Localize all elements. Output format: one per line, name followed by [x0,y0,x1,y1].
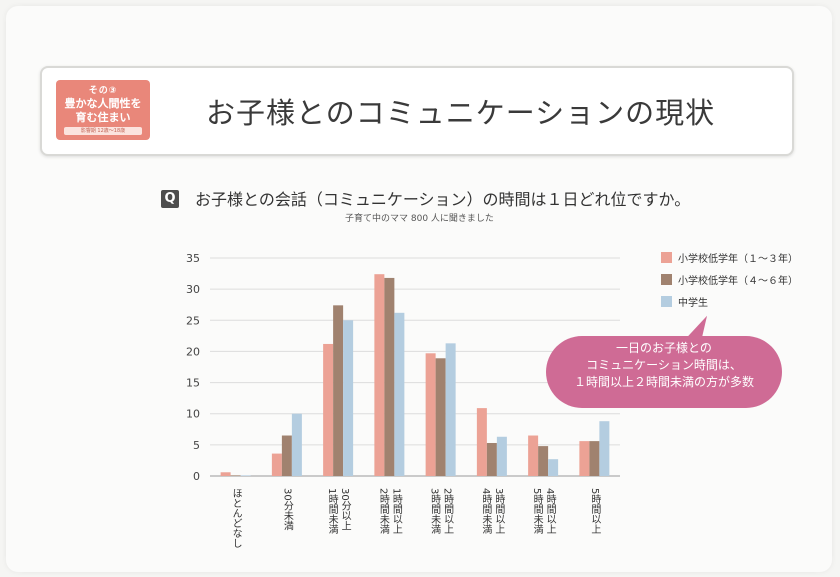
callout-bubble: 一日のお子様との コミュニケーション時間は、 １時間以上２時間未満の方が多数 [546,336,782,408]
bar [599,421,610,476]
x-tick-label: 30分以上 [339,488,351,531]
y-tick-label: 20 [186,345,200,358]
legend: 小学校低学年（１〜３年） 小学校低学年（４〜６年） 中学生 [661,252,798,309]
legend-label: 小学校低学年（１〜３年） [678,252,798,265]
callout-line1: 一日のお子様との [616,341,712,355]
x-tick-label: 1時間未満 [326,488,338,535]
bar [333,305,344,476]
bar [528,435,539,476]
y-tick-label: 5 [193,439,200,452]
x-tick-label: ほとんどなし [230,488,242,548]
question-icon: Q [161,190,179,208]
y-tick-label: 25 [186,314,200,327]
bar [384,277,395,476]
legend-label: 中学生 [678,296,708,309]
x-tick-label: 2時間以上 [442,488,454,534]
badge-age-range: 影響期 12歳〜18歳 [64,127,142,135]
x-tick-label: 30分未満 [281,488,293,532]
y-tick-label: 0 [193,470,200,483]
bar [548,459,559,476]
badge-title-line1: 豊かな人間性を [64,97,142,110]
x-tick-label: 3時間以上 [493,488,505,534]
legend-swatch [661,252,672,263]
y-axis-ticks: 0 5 10 15 20 25 30 35 [186,252,200,483]
bar [220,472,231,476]
section-badge: その③ 豊かな人間性を 育む住まい 影響期 12歳〜18歳 [56,80,150,140]
badge-number: その③ [88,86,118,96]
y-tick-label: 10 [186,408,200,421]
callout-line3: １時間以上２時間未満の方が多数 [573,375,754,389]
x-tick-label: 3時間未満 [429,488,441,535]
x-tick-label: 5時間以上 [589,488,601,534]
y-tick-label: 30 [186,283,200,296]
question-text: お子様との会話（コミュニケーション）の時間は１日どれ位ですか。 [195,190,691,209]
page-title: お子様とのコミュニケーションの現状 [206,96,716,130]
bar [281,435,292,476]
bar [291,413,302,476]
bar [230,475,241,476]
bar [579,441,590,476]
bar [496,436,507,476]
bar [445,343,456,476]
header-panel: その③ 豊かな人間性を 育む住まい 影響期 12歳〜18歳 お子様とのコミュニケ… [40,66,794,156]
bar [589,441,600,476]
bars [220,274,610,476]
bar [425,353,436,476]
y-tick-label: 15 [186,377,200,390]
bar [323,343,334,476]
callout-line2: コミュニケーション時間は、 [586,358,742,372]
bar [240,475,251,476]
bar [538,446,549,476]
x-tick-label: 4時間以上 [544,488,556,534]
x-tick-label: 5時間未満 [531,488,543,535]
x-tick-label: 2時間未満 [377,488,389,535]
bar [374,274,385,476]
legend-swatch [661,296,672,307]
legend-label: 小学校低学年（４〜６年） [678,274,798,287]
bar [435,358,446,476]
question-subtext: 子育て中のママ 800 人に聞きました [345,214,494,224]
bar [343,320,354,476]
bar [486,442,497,476]
bar [394,312,405,476]
y-tick-label: 35 [186,252,200,265]
x-tick-label: 4時間未満 [480,488,492,535]
badge-title-line2: 育む住まい [75,111,131,124]
bar [271,453,282,476]
legend-swatch [661,274,672,285]
bar [476,408,487,476]
x-tick-label: 1時間以上 [390,488,402,534]
